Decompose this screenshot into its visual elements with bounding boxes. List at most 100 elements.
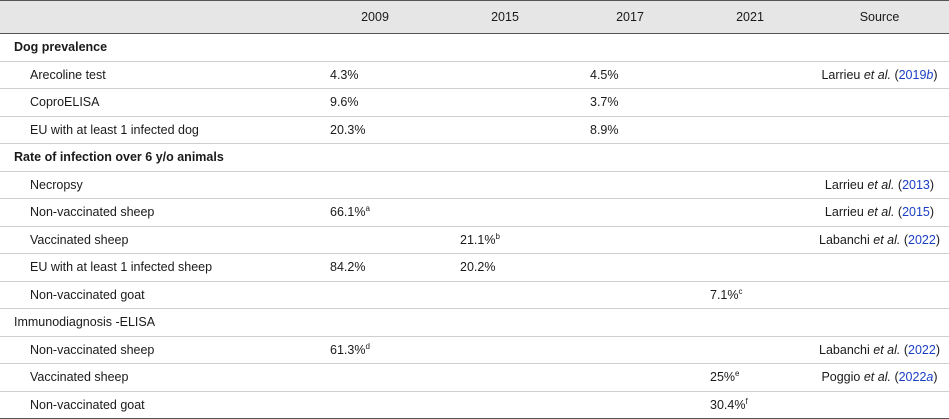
source-cell: Labanchi et al. (2022): [819, 232, 940, 247]
row-label: Vaccinated sheep: [30, 232, 129, 247]
header-cell-2015: 2015: [491, 10, 519, 24]
table-row: Necropsy Larrieu et al. (2013): [0, 171, 949, 199]
value-cell-2017: [570, 391, 690, 419]
source-author: Labanchi: [819, 232, 870, 247]
source-year-link[interactable]: 2022: [908, 343, 936, 357]
value-cell-2015: [440, 364, 570, 392]
value-cell-2015: [440, 336, 570, 364]
value-text: 4.3%: [330, 67, 359, 82]
source-cell: Larrieu et al. (2019b): [821, 67, 938, 82]
value-cell-2009: [310, 391, 440, 419]
table-row: CoproELISA 9.6% 3.7%: [0, 89, 949, 117]
value-cell-2021: 7.1%c: [690, 281, 810, 309]
source-year: 2019: [898, 67, 927, 82]
value-cell-2017: [570, 364, 690, 392]
source-cell: Larrieu et al. (2015): [824, 205, 935, 220]
source-cell: [810, 309, 949, 337]
value-text: 21.1%: [460, 232, 496, 247]
source-cell: Poggio et al. (2022a): [821, 370, 938, 385]
source-etal: et al.: [867, 177, 895, 192]
value-cell-2009: [310, 34, 440, 62]
header-cell-source: Source: [859, 10, 900, 24]
source-cell: [810, 391, 949, 419]
table-row: EU with at least 1 infected sheep 84.2% 20…: [0, 254, 949, 282]
source-etal: et al.: [863, 67, 891, 82]
value-text: 4.5%: [590, 67, 619, 82]
value-text: 20.2%: [460, 260, 496, 275]
table-row: Vaccinated sheep 21.1%b Labanchi et al. (2…: [0, 226, 949, 254]
table-row: Non-vaccinated goat 7.1%c: [0, 281, 949, 309]
row-label: Non-vaccinated sheep: [30, 342, 155, 357]
value-cell-2009: [310, 171, 440, 199]
value-cell-2009: 66.1%a: [310, 199, 440, 227]
value-cell-2009: [310, 364, 440, 392]
value-cell-2015: 21.1%b: [440, 226, 570, 254]
header-cell-label: [0, 1, 310, 34]
value-cell-2009: 61.3%d: [310, 336, 440, 364]
footnote-marker: c: [738, 286, 743, 296]
table-row: Vaccinated sheep 25%e Poggio et al. (2022a…: [0, 364, 949, 392]
value-text: 7.1%: [710, 287, 739, 302]
table-row: Non-vaccinated sheep 61.3%d Labanchi et al…: [0, 336, 949, 364]
source-year-link[interactable]: 2015: [902, 205, 930, 219]
source-etal: et al.: [863, 370, 891, 385]
value-cell-2017: [570, 199, 690, 227]
value-cell-2021: [690, 171, 810, 199]
source-year: 2015: [902, 205, 930, 220]
value-cell-2021: [690, 226, 810, 254]
value-text: 25%: [710, 370, 736, 385]
source-cell: [810, 254, 949, 282]
value-cell-2017: [570, 254, 690, 282]
value-cell-2009: [310, 309, 440, 337]
value-cell-2015: [440, 309, 570, 337]
value-text: 66.1%: [330, 205, 366, 220]
value-cell-2009: [310, 281, 440, 309]
value-cell-2017: 8.9%: [570, 116, 690, 144]
source-year: 2022: [908, 232, 936, 247]
row-label: CoproELISA: [30, 95, 100, 110]
value-cell-2017: [570, 336, 690, 364]
header-row: 2009 2015 2017 2021 Source: [0, 0, 949, 34]
source-year-link[interactable]: 2022: [908, 233, 936, 247]
value-cell-2009: 20.3%: [310, 116, 440, 144]
value-cell-2015: [440, 281, 570, 309]
source-year-link[interactable]: 2019b: [899, 68, 934, 82]
value-cell-2021: [690, 309, 810, 337]
value-cell-2017: [570, 34, 690, 62]
value-cell-2015: [440, 199, 570, 227]
value-cell-2021: [690, 254, 810, 282]
source-cell: [810, 281, 949, 309]
value-cell-2021: [690, 34, 810, 62]
value-text: 30.4%: [710, 397, 746, 412]
source-year-link[interactable]: 2022a: [899, 370, 934, 384]
value-cell-2015: [440, 116, 570, 144]
row-label: Non-vaccinated goat: [30, 287, 145, 302]
table-row: Arecoline test 4.3% 4.5% Larrieu et al. (20…: [0, 61, 949, 89]
source-cell: [810, 144, 949, 172]
source-year-link[interactable]: 2013: [902, 178, 930, 192]
source-cell: [810, 34, 949, 62]
value-cell-2021: [690, 336, 810, 364]
value-cell-2009: 9.6%: [310, 89, 440, 117]
value-cell-2015: [440, 34, 570, 62]
value-cell-2009: [310, 226, 440, 254]
source-year-suffix: a: [926, 370, 934, 385]
row-label: EU with at least 1 infected sheep: [30, 260, 213, 275]
footnote-marker: f: [745, 396, 748, 406]
source-author: Poggio: [821, 370, 861, 385]
section-heading: Rate of infection over 6 y/o animals: [14, 150, 224, 165]
footnote-marker: e: [735, 369, 740, 379]
row-label: EU with at least 1 infected dog: [30, 122, 199, 137]
value-cell-2015: [440, 144, 570, 172]
value-cell-2015: [440, 391, 570, 419]
source-year: 2013: [902, 177, 930, 192]
table-row: Immunodiagnosis -ELISA: [0, 309, 949, 337]
section-heading: Dog prevalence: [14, 40, 108, 55]
value-cell-2009: 84.2%: [310, 254, 440, 282]
value-text: 3.7%: [590, 95, 619, 110]
value-cell-2021: [690, 144, 810, 172]
table-row: Dog prevalence: [0, 34, 949, 62]
source-cell: Labanchi et al. (2022): [819, 342, 940, 357]
table-row: EU with at least 1 infected dog 20.3% 8.9%: [0, 116, 949, 144]
subsection-heading: Immunodiagnosis -ELISA: [14, 315, 156, 330]
